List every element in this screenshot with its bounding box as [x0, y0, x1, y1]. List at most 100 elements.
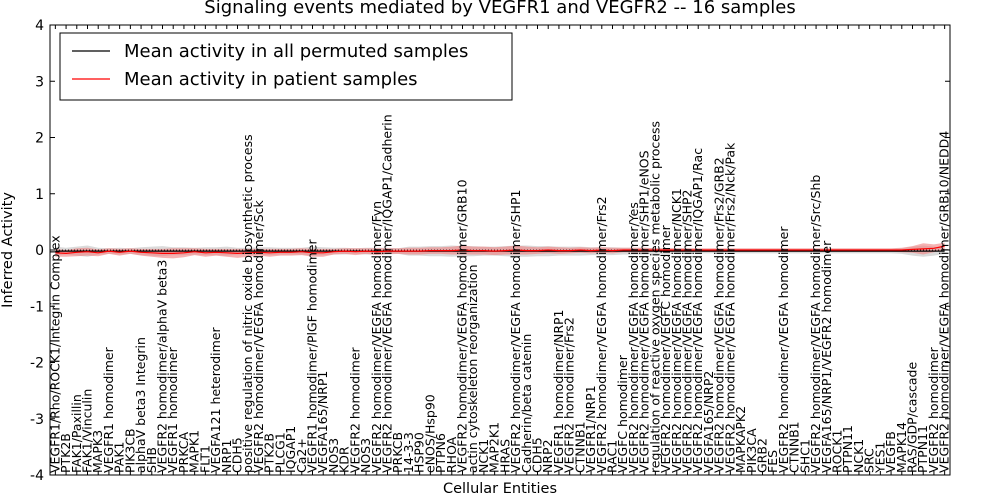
category-label: VEGFA165/NRP1 — [315, 371, 330, 473]
category-label: RAS/GDP/cascade — [905, 362, 920, 473]
category-label: VEGFR2 homodimer/VEGFA homodimer/IQGAP1/… — [690, 148, 705, 473]
x-axis-label: Cellular Entities — [443, 481, 557, 497]
category-label: PTK2B — [262, 433, 277, 473]
category-label: VEGFR2 homodimer/VEGFA homodimer/SHP1 — [508, 190, 523, 474]
category-label: SHC1 — [797, 439, 812, 473]
category-label: IQGAP1 — [283, 426, 298, 473]
category-label: VEGFR1/Rho/ROCK1/Integrin Complex — [47, 235, 62, 473]
category-label: VEGFR2 homodimer/VEGFC homodimer — [658, 224, 673, 473]
y-tick-label: 1 — [35, 187, 44, 203]
y-tick-label: 2 — [35, 131, 44, 147]
category-label: CDH5 — [530, 437, 545, 473]
category-label: VEGFR2 homodimer — [347, 346, 362, 473]
category-label: VEGFR1 homodimer — [165, 346, 180, 473]
category-label: RAC1 — [605, 440, 620, 473]
category-label: VEGFR1 homodimer/PlGF homodimer — [305, 239, 320, 473]
y-tick-label: 4 — [35, 18, 44, 34]
category-label: FLT1 — [197, 445, 212, 473]
category-label: CTNNB1 — [572, 421, 587, 473]
category-label: Ca2+ — [294, 438, 309, 473]
category-label: VEGFR2 homodimer/VEGFA homodimer/Frs2/Nc… — [722, 142, 737, 473]
category-label: NCK1 — [476, 439, 491, 473]
category-label: NOS3 — [358, 438, 373, 473]
category-label: PLCG1 — [272, 432, 287, 473]
y-tick-label: -2 — [30, 356, 44, 372]
category-label: FAK1/Vinculin — [80, 389, 95, 473]
category-label: SHB — [144, 447, 159, 473]
category-label: FES — [765, 450, 780, 473]
category-label: alphaV beta3 Integrin — [133, 337, 148, 473]
category-label: SRC — [862, 448, 877, 473]
category-label: VEGFR1 homodimer — [101, 346, 116, 473]
category-label: VEGFR2 homodimer/VEGFA homodimer/Frs2 — [594, 196, 609, 473]
category-label: PTPN6 — [433, 433, 448, 473]
category-label: VEGFR2 homodimer/VEGFA homodimer/Fyn — [369, 201, 384, 473]
legend: Mean activity in all permuted samples Me… — [59, 32, 513, 101]
category-label: VEGFR2 homodimer/VEGFA homodimer/GRB10/N… — [937, 131, 952, 473]
category-label: YES1 — [872, 442, 887, 474]
category-label: VEGFR1/NRP1 — [583, 385, 598, 473]
category-label: 14-3-3 — [401, 432, 416, 473]
category-label: VEGFR2 homodimer/VEGFA homodimer/Yes — [626, 202, 641, 473]
category-label: VEGFB — [883, 431, 898, 473]
category-label: PAK1 — [112, 442, 127, 473]
y-axis-label: Inferred Activity — [0, 192, 16, 308]
patient-mean-line — [55, 245, 945, 255]
category-label: PIK3CA — [744, 428, 759, 473]
category-label: VEGFA165/NRP2 — [701, 371, 716, 473]
category-label: VEGFR2 homodimer/VEGFA homodimer/GRB10 — [455, 179, 470, 473]
category-label: MAPK3 — [90, 430, 105, 473]
legend-label-patient: Mean activity in patient samples — [124, 69, 418, 90]
category-label: VEGFR2 homodimer/VEGFA homodimer/Src/Shb — [808, 175, 823, 473]
category-label: NRP2 — [540, 439, 555, 473]
category-label: VEGFR2 homodimer/alphaV beta3 — [155, 260, 170, 473]
category-label: NCK1 — [851, 439, 866, 473]
category-label: VEGFR2 homodimer/VEGFA homodimer/NCK1 — [669, 188, 684, 473]
category-label: VEGFC homodimer — [615, 354, 630, 473]
y-tick-label: -4 — [30, 468, 44, 484]
category-label: MAPK14 — [894, 422, 909, 473]
category-label: VEGFR2 homodimer/VEGFA homodimer/SHP2 — [680, 189, 695, 473]
category-label: PIK3CB — [122, 428, 137, 473]
category-label: positive regulation of nitric oxide bios… — [240, 134, 255, 473]
category-label: FAK1/Paxillin — [69, 394, 84, 473]
legend-box — [59, 32, 513, 101]
category-label: HRAS — [497, 439, 512, 473]
category-label: KDR — [337, 446, 352, 473]
category-label: MAPKAPK2 — [733, 406, 748, 473]
category-label: VEGFA121 heterodimer — [208, 326, 223, 473]
category-label: CDH5 — [230, 437, 245, 473]
category-label: actin cytoskeleton reorganization — [465, 264, 480, 473]
category-label: PTPN11 — [915, 425, 930, 473]
category-label: VEGFA165/NRP1/VEGFR2 homodimer — [819, 240, 834, 473]
category-label: VEGFR2 homodimer/VEGFA homodimer/Sck — [251, 199, 266, 472]
category-label: CTNNB1 — [787, 421, 802, 473]
category-label: PRKCB — [390, 432, 405, 473]
category-label: NRP1 — [219, 439, 234, 473]
y-tick-label: 3 — [35, 74, 44, 90]
category-label: VEGFR2 homodimer — [926, 346, 941, 473]
category-label: GRB2 — [755, 438, 770, 473]
category-label: RHOA — [444, 436, 459, 473]
category-label: VEGFR2 homodimer/VEGFA homodimer/IQGAP1/… — [380, 114, 395, 473]
category-label: VEGFR2 homodimer/VEGFA homodimer/Frs2/GR… — [712, 157, 727, 473]
category-label: PTPN11 — [840, 425, 855, 473]
category-label: MAPK1 — [187, 430, 202, 473]
category-label: PTK2B — [58, 433, 73, 473]
y-tick-label: -1 — [30, 299, 44, 315]
category-label: eNOS/Hsp90 — [422, 394, 437, 473]
category-label: regulation of reactive oxygen species me… — [647, 121, 662, 473]
category-label: ROCK1 — [830, 430, 845, 473]
y-tick-label: 0 — [35, 243, 44, 259]
legend-label-permuted: Mean activity in all permuted samples — [124, 41, 468, 62]
category-label: VEGFR1 homodimer/NRP1 — [551, 309, 566, 472]
category-label: VEGFR2 homodimer/Frs2 — [562, 317, 577, 473]
chart-title: Signaling events mediated by VEGFR1 and … — [204, 0, 795, 18]
y-tick-label: -3 — [30, 412, 44, 428]
category-label: MAP2K1 — [487, 422, 502, 473]
category-label: HSP90 — [412, 432, 427, 473]
category-label: VEGFR2 homodimer/VEGFA homodimer — [776, 226, 791, 473]
category-label: Cadherin/beta catenin — [519, 334, 534, 473]
category-label: NOS3 — [326, 438, 341, 473]
